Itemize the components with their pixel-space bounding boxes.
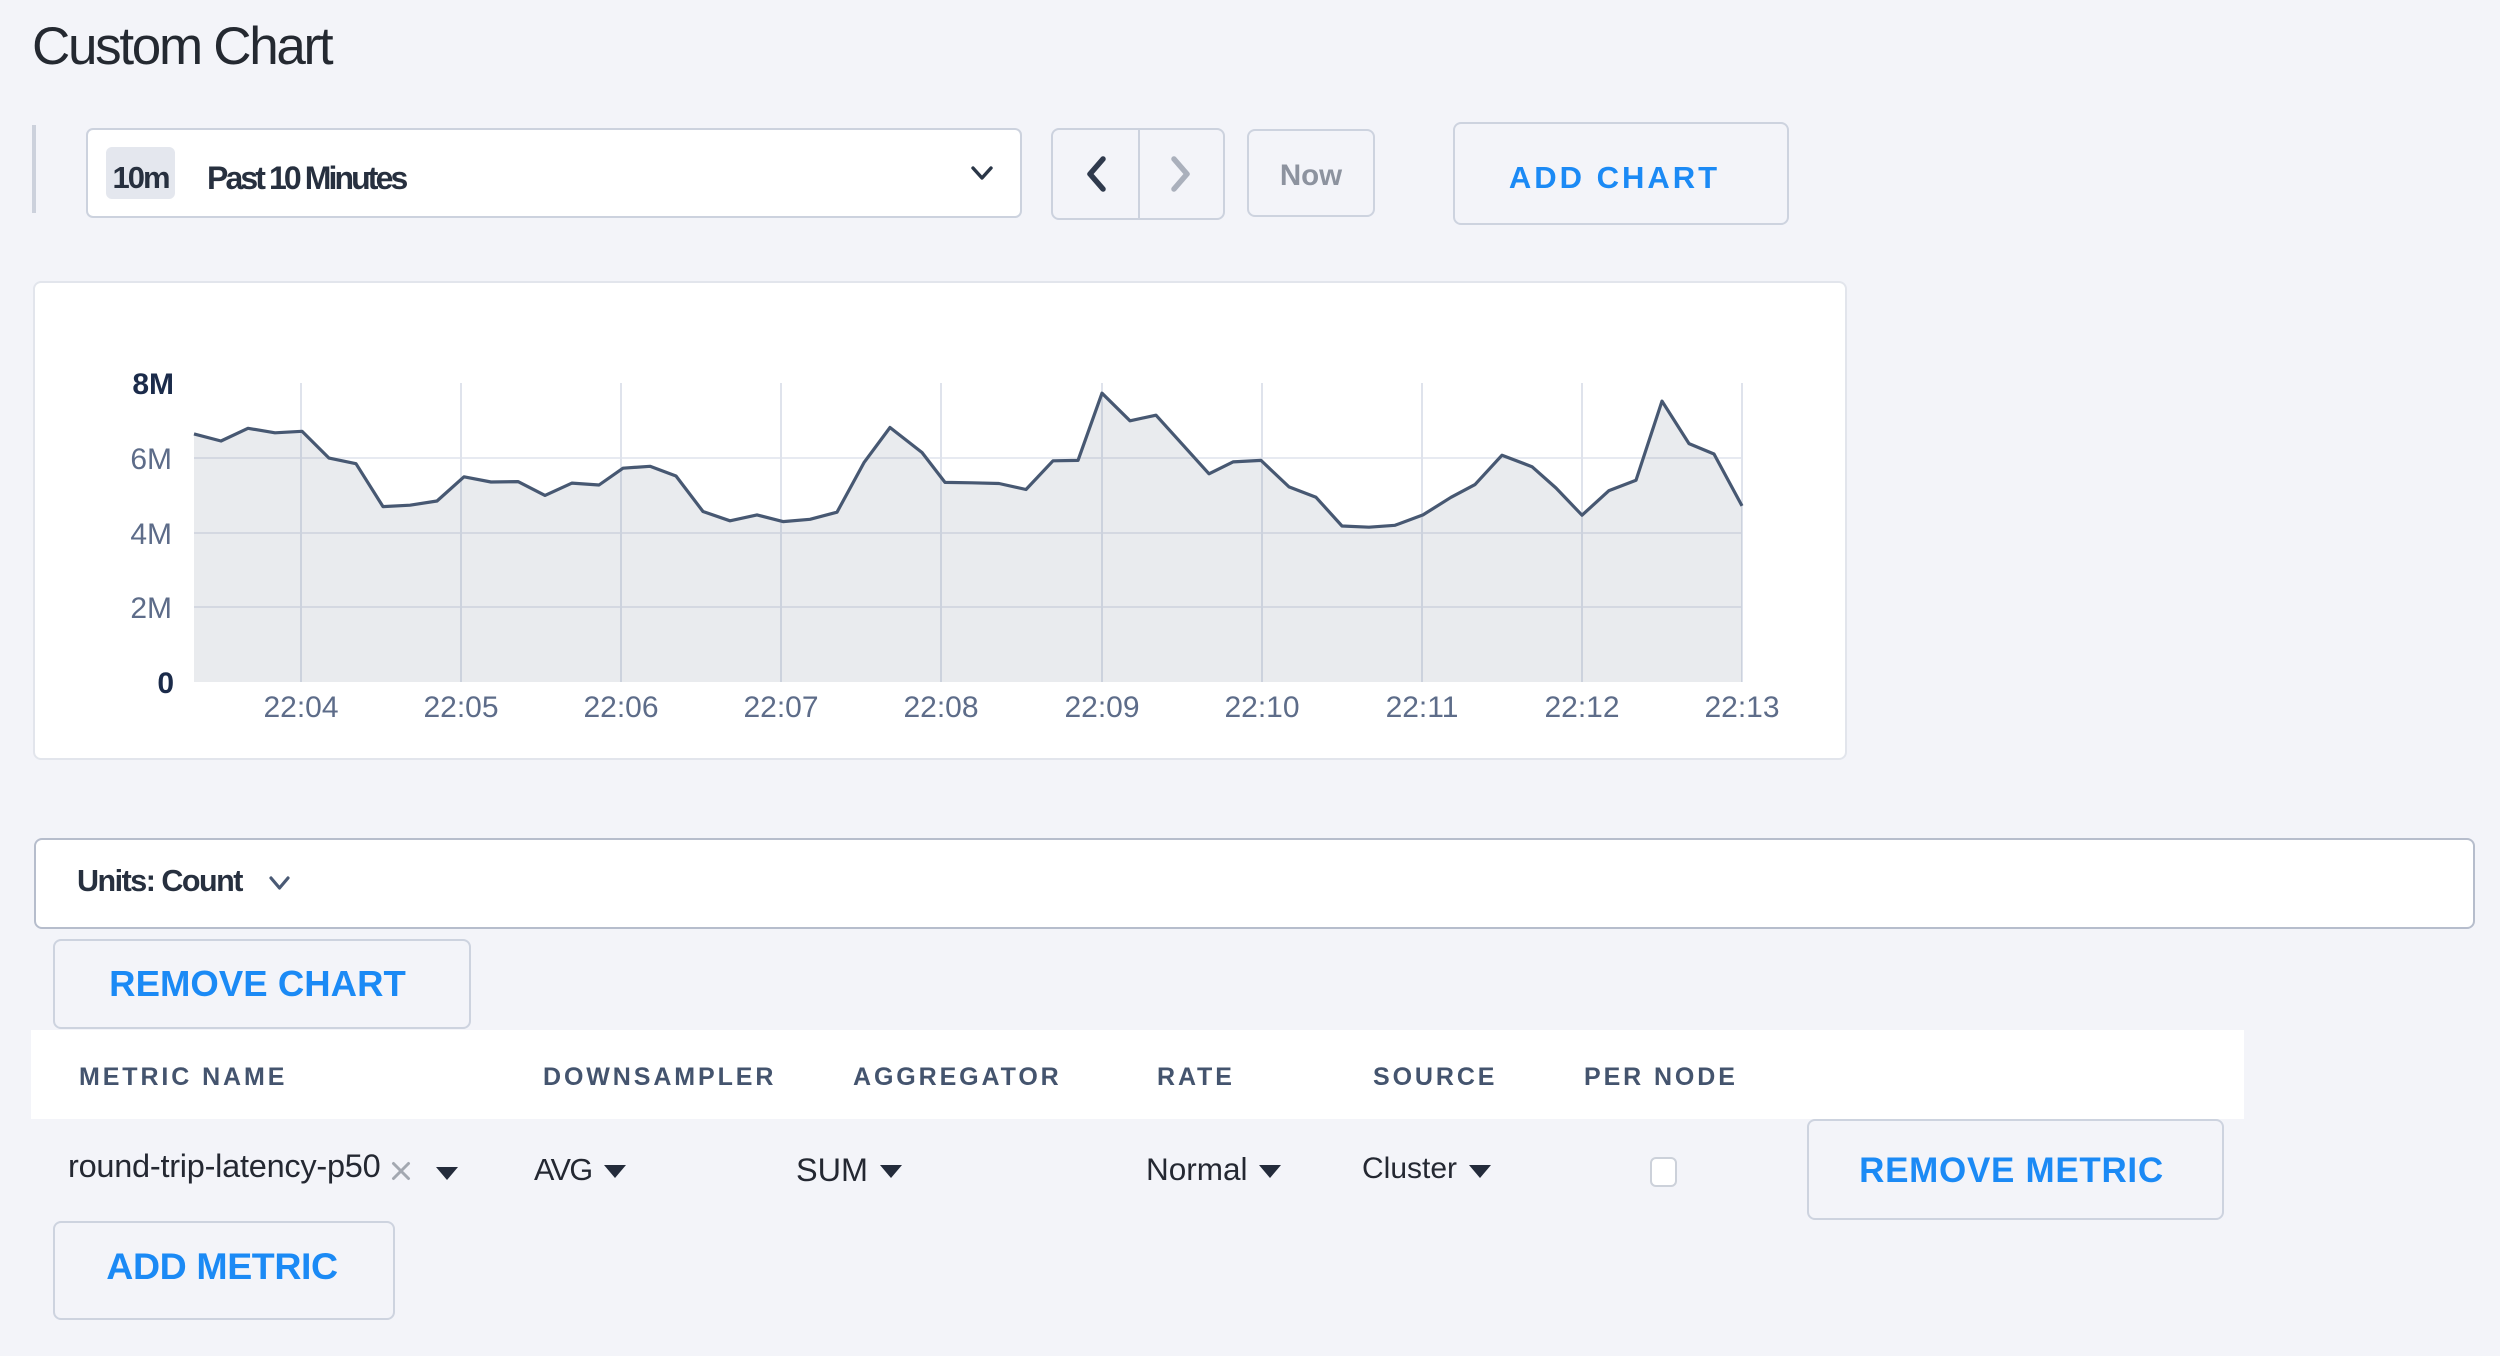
svg-text:0: 0	[157, 667, 174, 700]
svg-text:22:11: 22:11	[1386, 691, 1459, 724]
svg-text:22:10: 22:10	[1224, 691, 1299, 724]
svg-text:4M: 4M	[130, 518, 172, 551]
svg-text:6M: 6M	[130, 443, 172, 476]
svg-text:22:09: 22:09	[1064, 691, 1139, 724]
svg-text:22:04: 22:04	[263, 691, 338, 724]
svg-text:22:13: 22:13	[1704, 691, 1779, 724]
svg-text:8M: 8M	[132, 368, 174, 401]
svg-text:22:08: 22:08	[903, 691, 978, 724]
svg-text:22:12: 22:12	[1544, 691, 1619, 724]
svg-text:2M: 2M	[130, 592, 172, 625]
svg-text:22:06: 22:06	[583, 691, 658, 724]
svg-text:22:07: 22:07	[743, 691, 818, 724]
svg-text:22:05: 22:05	[423, 691, 498, 724]
